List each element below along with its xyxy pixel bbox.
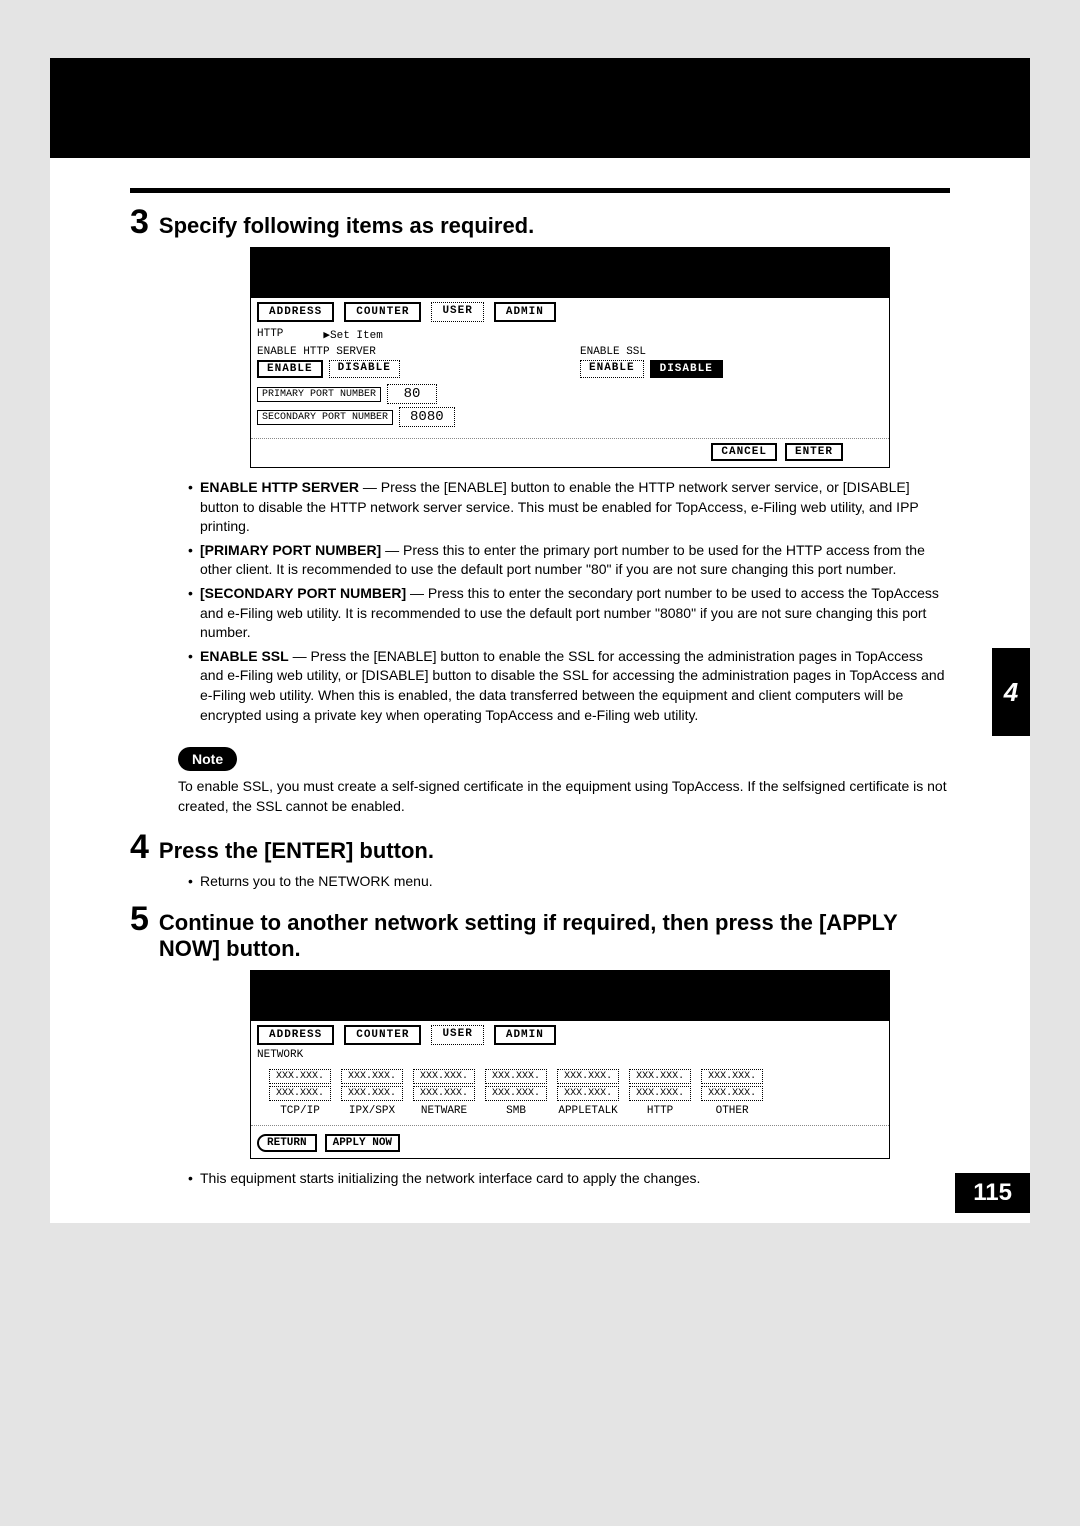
enable-http-server-label: ENABLE HTTP SERVER [257, 346, 560, 358]
network-column[interactable]: XXX.XXX. XXX.XXX. TCP/IP [269, 1069, 331, 1117]
tab-user[interactable]: USER [431, 1025, 483, 1045]
network-protocol-label: OTHER [716, 1105, 749, 1117]
network-value-box: XXX.XXX. [557, 1086, 619, 1101]
tab-address[interactable]: ADDRESS [257, 302, 334, 322]
network-protocol-label: SMB [506, 1105, 526, 1117]
step-title: Specify following items as required. [159, 213, 534, 239]
network-column[interactable]: XXX.XXX. XXX.XXX. NETWARE [413, 1069, 475, 1117]
primary-port-value: 80 [387, 384, 437, 404]
secondary-port-value: 8080 [399, 407, 455, 427]
step-title: Continue to another network setting if r… [159, 910, 950, 962]
step-5-heading: 5 Continue to another network setting if… [130, 902, 950, 962]
tab-counter[interactable]: COUNTER [344, 302, 421, 322]
ssl-disable-button[interactable]: DISABLE [650, 360, 723, 378]
apply-now-button[interactable]: APPLY NOW [325, 1134, 400, 1152]
tab-address[interactable]: ADDRESS [257, 1025, 334, 1045]
ssl-enable-button[interactable]: ENABLE [580, 360, 644, 378]
step-title: Press the [ENTER] button. [159, 838, 434, 864]
bullet-enable-ssl: ENABLE SSL — Press the [ENABLE] button t… [188, 647, 950, 725]
enable-ssl-label: ENABLE SSL [580, 346, 883, 358]
step-3-heading: 3 Specify following items as required. [130, 205, 950, 239]
page-number: 115 [955, 1173, 1030, 1213]
tab-admin[interactable]: ADMIN [494, 1025, 556, 1045]
network-header: NETWORK [257, 1049, 883, 1061]
network-protocol-label: HTTP [647, 1105, 673, 1117]
tab-counter[interactable]: COUNTER [344, 1025, 421, 1045]
network-value-box: XXX.XXX. [341, 1069, 403, 1084]
http-disable-button[interactable]: DISABLE [329, 360, 400, 378]
bullet-secondary-port: [SECONDARY PORT NUMBER] — Press this to … [188, 584, 950, 643]
tab-admin[interactable]: ADMIN [494, 302, 556, 322]
bullet-primary-port: [PRIMARY PORT NUMBER] — Press this to en… [188, 541, 950, 580]
step-number: 3 [130, 205, 149, 239]
enter-button[interactable]: ENTER [785, 443, 843, 461]
network-value-box: XXX.XXX. [557, 1069, 619, 1084]
note-badge: Note [178, 747, 237, 771]
network-column[interactable]: XXX.XXX. XXX.XXX. APPLETALK [557, 1069, 619, 1117]
section-rule [130, 188, 950, 193]
network-value-box: XXX.XXX. [485, 1086, 547, 1101]
bullet-initializing: This equipment starts initializing the n… [188, 1169, 950, 1189]
network-column[interactable]: XXX.XXX. XXX.XXX. SMB [485, 1069, 547, 1117]
network-value-box: XXX.XXX. [629, 1086, 691, 1101]
cancel-button[interactable]: CANCEL [711, 443, 777, 461]
step3-bullets: ENABLE HTTP SERVER — Press the [ENABLE] … [188, 478, 950, 725]
network-column[interactable]: XXX.XXX. XXX.XXX. HTTP [629, 1069, 691, 1117]
network-value-box: XXX.XXX. [701, 1069, 763, 1084]
top-black-bar [50, 58, 1030, 158]
step5-bullets: This equipment starts initializing the n… [188, 1169, 950, 1189]
chapter-tab: 4 [992, 648, 1030, 736]
step-number: 4 [130, 830, 149, 864]
network-column[interactable]: XXX.XXX. XXX.XXX. IPX/SPX [341, 1069, 403, 1117]
step4-bullets: Returns you to the NETWORK menu. [188, 872, 950, 892]
network-value-box: XXX.XXX. [341, 1086, 403, 1101]
breadcrumb-set-item: ▶Set Item [323, 328, 382, 342]
network-protocol-label: TCP/IP [280, 1105, 320, 1117]
network-value-box: XXX.XXX. [413, 1086, 475, 1101]
network-value-box: XXX.XXX. [485, 1069, 547, 1084]
network-menu-screenshot: ADDRESS COUNTER USER ADMIN NETWORK XXX.X… [250, 970, 890, 1159]
note-text: To enable SSL, you must create a self-si… [178, 777, 950, 816]
network-protocol-label: NETWARE [421, 1105, 467, 1117]
network-protocol-label: APPLETALK [558, 1105, 617, 1117]
network-column[interactable]: XXX.XXX. XXX.XXX. OTHER [701, 1069, 763, 1117]
network-value-box: XXX.XXX. [269, 1086, 331, 1101]
network-value-box: XXX.XXX. [629, 1069, 691, 1084]
secondary-port-label[interactable]: SECONDARY PORT NUMBER [257, 410, 393, 425]
network-value-box: XXX.XXX. [701, 1086, 763, 1101]
http-settings-screenshot: ADDRESS COUNTER USER ADMIN HTTP ▶Set Ite… [250, 247, 890, 468]
network-value-box: XXX.XXX. [269, 1069, 331, 1084]
bullet-returns: Returns you to the NETWORK menu. [188, 872, 950, 892]
network-protocol-label: IPX/SPX [349, 1105, 395, 1117]
primary-port-label[interactable]: PRIMARY PORT NUMBER [257, 387, 381, 402]
http-enable-button[interactable]: ENABLE [257, 360, 323, 378]
network-value-box: XXX.XXX. [413, 1069, 475, 1084]
return-button[interactable]: RETURN [257, 1134, 317, 1152]
step-4-heading: 4 Press the [ENTER] button. [130, 830, 950, 864]
breadcrumb-http: HTTP [257, 328, 283, 342]
step-number: 5 [130, 902, 149, 936]
tab-user[interactable]: USER [431, 302, 483, 322]
bullet-enable-http: ENABLE HTTP SERVER — Press the [ENABLE] … [188, 478, 950, 537]
